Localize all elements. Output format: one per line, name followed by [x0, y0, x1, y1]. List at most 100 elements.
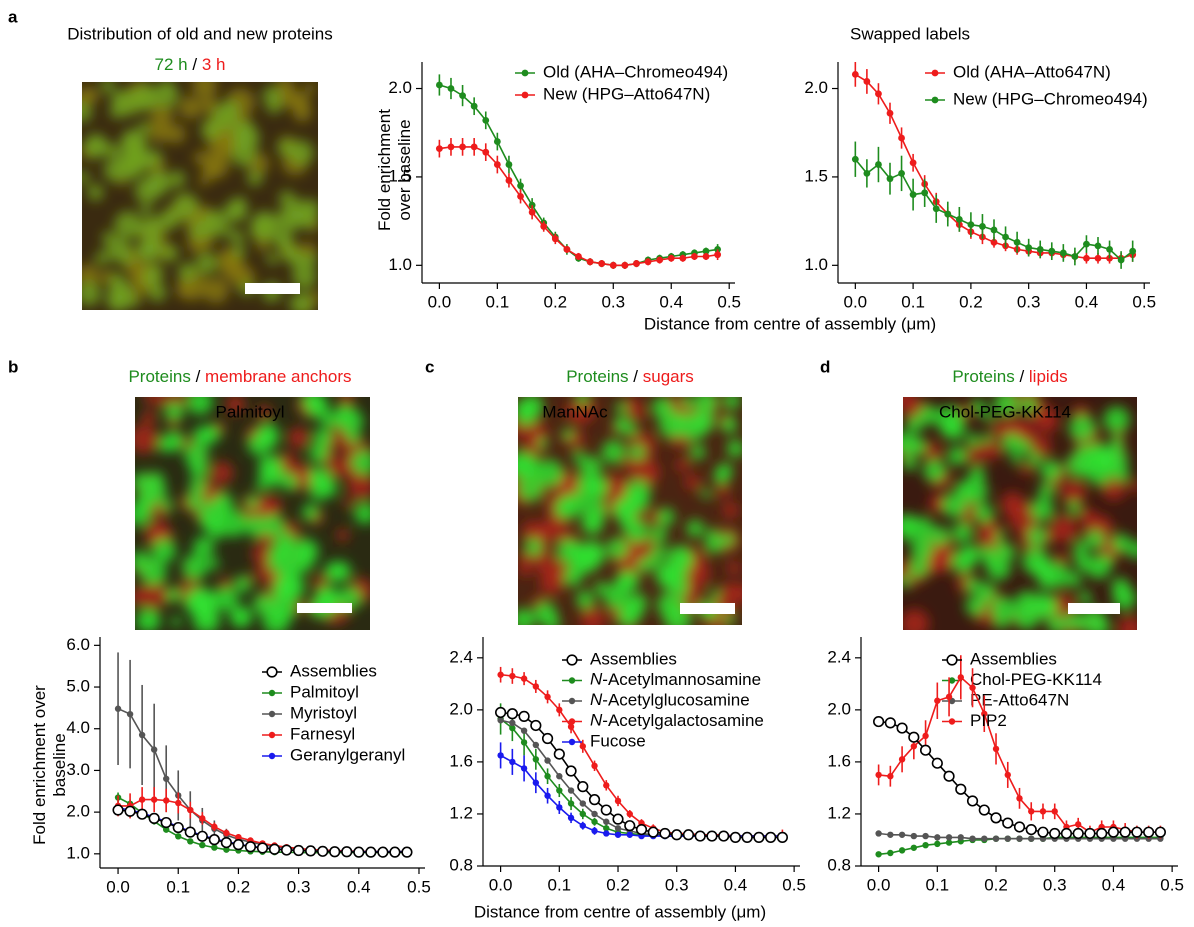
blob: [171, 616, 182, 627]
blob: [923, 459, 947, 483]
data-point: [544, 757, 551, 764]
blob: [908, 557, 929, 578]
data-point: [753, 831, 765, 843]
blob: [974, 503, 994, 523]
data-point: [1049, 827, 1061, 840]
blob: [923, 442, 942, 462]
data-point: [493, 138, 501, 145]
x-tick-label: 0.1: [547, 875, 571, 894]
blob: [256, 422, 279, 445]
blob: [141, 581, 169, 609]
blob: [962, 511, 976, 525]
blob: [100, 82, 116, 93]
blob: [994, 530, 1005, 541]
data-point: [541, 732, 554, 745]
data-point: [945, 834, 953, 841]
blob: [342, 497, 354, 509]
blob: [706, 528, 718, 540]
blob: [354, 502, 370, 525]
blob: [301, 397, 326, 413]
data-point: [1143, 826, 1155, 838]
legend-label: Farnesyl: [290, 724, 355, 743]
x-tick-label: 0.5: [1132, 292, 1156, 311]
data-point: [138, 731, 146, 739]
blob: [626, 520, 649, 544]
data-point: [934, 697, 941, 704]
data-point: [922, 832, 929, 840]
blob: [280, 233, 294, 247]
data-point: [884, 717, 896, 729]
x-tick-label: 0.3: [287, 877, 311, 896]
data-point: [851, 70, 859, 78]
blob: [1117, 616, 1137, 630]
data-point: [459, 143, 466, 151]
blob: [1028, 453, 1041, 467]
data-point: [544, 773, 551, 780]
blob: [281, 452, 297, 467]
data-point: [909, 191, 917, 199]
data-point: [211, 844, 218, 851]
blob: [158, 209, 180, 231]
blob: [588, 475, 609, 496]
data-point: [567, 800, 575, 807]
data-point: [702, 247, 710, 255]
blob: [302, 503, 319, 521]
blob: [1074, 540, 1088, 554]
blob: [143, 480, 167, 504]
caption-part: /: [633, 367, 638, 386]
blob: [87, 184, 104, 201]
blob: [982, 433, 993, 444]
data-point: [196, 830, 208, 842]
data-point: [579, 800, 586, 807]
series-line: [117, 707, 407, 853]
caption-part: Proteins: [952, 367, 1014, 386]
data-point: [978, 804, 990, 816]
y-tick-label: 1.5: [388, 166, 412, 185]
data-point: [955, 215, 963, 223]
x-tick-label: 0.0: [867, 875, 891, 894]
data-point: [922, 841, 929, 849]
data-point: [898, 169, 905, 177]
y-tick-label: 1.5: [804, 166, 828, 185]
y-tick-label: 1.2: [827, 803, 851, 822]
blob: [679, 413, 707, 441]
data-point: [603, 782, 610, 789]
blob: [303, 199, 318, 217]
blob: [1029, 435, 1052, 458]
data-point: [887, 831, 894, 838]
image-caption: Proteins / membrane anchors: [128, 367, 351, 386]
blob: [135, 502, 152, 527]
image-caption: 72 h / 3 h: [155, 55, 226, 74]
blob: [962, 478, 989, 504]
blob: [280, 473, 299, 491]
legend-label: Old (AHA–Atto647N): [953, 62, 1111, 81]
data-point: [532, 683, 540, 690]
data-point: [945, 693, 953, 701]
legend-marker: [268, 689, 276, 697]
data-point: [992, 745, 1000, 753]
image-blobs: [903, 397, 1137, 630]
blob: [206, 557, 219, 570]
y-tick-label: 5.0: [66, 677, 90, 696]
data-point: [591, 827, 598, 835]
data-point: [633, 260, 640, 267]
data-point: [470, 102, 478, 110]
blob: [615, 401, 628, 414]
blob: [727, 561, 741, 575]
blob: [1064, 612, 1084, 630]
data-point: [520, 765, 528, 772]
blob: [518, 562, 533, 577]
data-point: [232, 839, 245, 851]
data-point: [1013, 238, 1021, 246]
data-point: [626, 831, 633, 838]
data-point: [530, 719, 542, 732]
data-point: [1075, 821, 1082, 828]
blob: [232, 196, 247, 212]
blob: [186, 492, 204, 510]
data-point: [567, 723, 575, 730]
data-point: [729, 831, 742, 843]
legend-label: Palmitoyl: [290, 682, 359, 701]
blob: [704, 534, 724, 554]
data-point: [990, 226, 998, 234]
data-point: [1013, 821, 1026, 833]
